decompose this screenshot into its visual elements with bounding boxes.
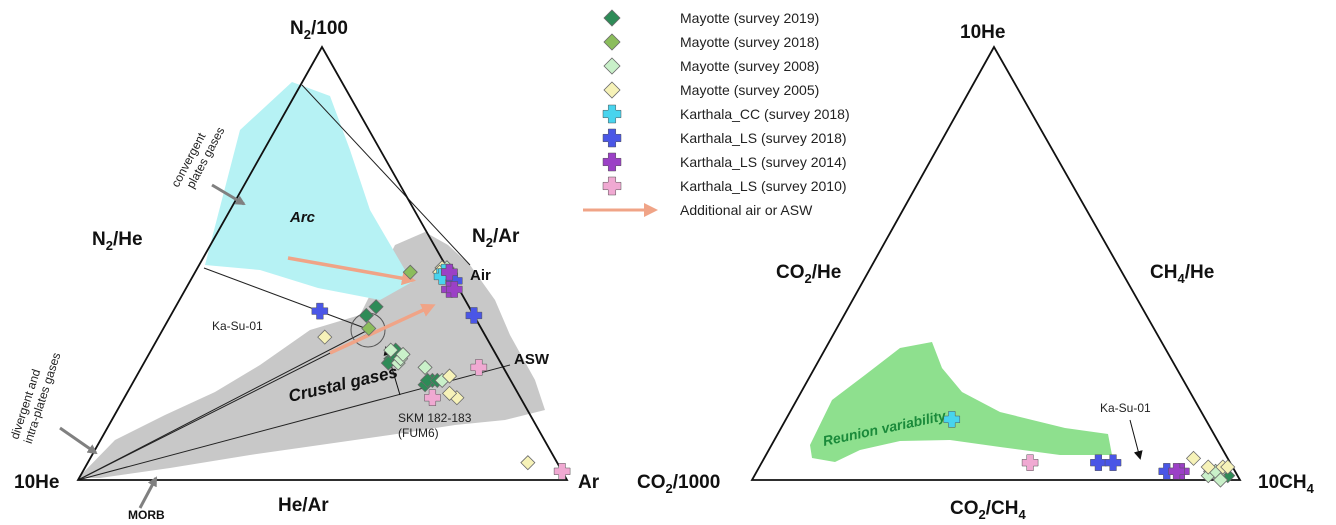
legend-marker-karthala-cc-survey-2018: [602, 104, 622, 124]
edge-label-right: N2/Ar: [472, 226, 520, 250]
legend-label: Mayotte (survey 2005): [680, 82, 819, 98]
legend-item-mayotte-survey-2019: Mayotte (survey 2019): [603, 9, 819, 27]
left-point-mayotte-survey-2019-8: [358, 307, 374, 324]
convergent-label: convergent plates gases: [168, 118, 227, 196]
vertex-label-top: N2/100: [290, 18, 348, 42]
left-point-karthala-ls-survey-2010-3: [553, 463, 571, 480]
legend-marker-mayotte-survey-2005: [603, 81, 621, 99]
legend-item-karthala-cc-survey-2018: Karthala_CC (survey 2018): [602, 104, 850, 124]
left-point-mayotte-survey-2019-9: [368, 299, 384, 315]
left-point-karthala-ls-survey-2018-4: [465, 307, 483, 324]
left-point-karthala-ls-survey-2010-1: [470, 359, 488, 376]
ka-su-pointer-arrow: [1129, 419, 1143, 460]
right-point-mayotte-survey-2008-6: [1212, 472, 1229, 488]
air-mixing-arrow-upper: [287, 256, 416, 286]
legend-marker-mayotte-survey-2018: [603, 33, 621, 51]
left-point-mayotte-survey-2008-5: [395, 346, 411, 362]
right-triangle-outline: [750, 45, 1242, 481]
arc-label: Arc: [289, 209, 316, 226]
edge-label-right-right: CH4/He: [1150, 262, 1214, 286]
vertex-label-right: Ar: [578, 472, 600, 493]
legend-marker-karthala-ls-survey-2018: [602, 128, 622, 148]
arc-region: [205, 82, 412, 300]
legend-label: Mayotte (survey 2008): [680, 58, 819, 74]
left-point-karthala-ls-survey-2018-1: [311, 302, 329, 320]
crustal-gases-region: [78, 232, 545, 478]
air-label: Air: [470, 267, 491, 284]
right-point-karthala-ls-survey-2014-2: [1168, 463, 1185, 480]
legend-item-additional-air-or-asw: Additional air or ASW: [583, 202, 813, 218]
legend-label: Karthala_CC (survey 2018): [680, 106, 850, 122]
legend-label: Karthala_LS (survey 2014): [680, 154, 847, 170]
legend-item-karthala-ls-survey-2010: Karthala_LS (survey 2010): [602, 176, 847, 196]
legend-item-mayotte-survey-2005: Mayotte (survey 2005): [603, 81, 819, 99]
vertex-label-left: 10He: [14, 472, 59, 493]
right-point-mayotte-survey-2005-1: [1185, 450, 1202, 466]
edge-label-bottom: He/Ar: [278, 495, 329, 516]
left-point-mayotte-survey-2008-2: [417, 359, 433, 375]
divergent-pointer-arrow: [59, 426, 98, 455]
arc-boundary-line: [301, 84, 471, 266]
left-point-mayotte-survey-2005-4: [441, 368, 458, 384]
legend-item-mayotte-survey-2018: Mayotte (survey 2018): [603, 33, 819, 51]
legend-item-karthala-ls-survey-2014: Karthala_LS (survey 2014): [602, 152, 847, 172]
left-point-mayotte-survey-2018-1: [361, 320, 377, 337]
edge-label-left-right: CO2/He: [776, 262, 841, 286]
reunion-variability-region: [810, 342, 1112, 462]
ka-su-label-left: Ka-Su-01: [212, 319, 263, 333]
legend-marker-karthala-ls-survey-2014: [602, 152, 622, 172]
left-point-mayotte-survey-2008-6: [383, 342, 399, 358]
legend: Mayotte (survey 2019) Mayotte (survey 201…: [583, 9, 850, 218]
asw-label: ASW: [514, 351, 550, 368]
legend-marker-karthala-ls-survey-2010: [602, 176, 622, 196]
vertex-label-left-right: CO2/1000: [637, 472, 720, 496]
convergent-pointer-arrow: [211, 183, 246, 206]
vertex-label-right-right: 10CH4: [1258, 472, 1315, 496]
left-point-mayotte-survey-2018-2: [402, 264, 418, 280]
legend-marker-mayotte-survey-2019: [603, 9, 621, 27]
morb-label: MORB: [128, 508, 165, 522]
right-point-karthala-ls-survey-2018-1: [1090, 454, 1107, 471]
legend-marker-mayotte-survey-2008: [603, 57, 621, 75]
arc-lower-boundary-line: [203, 267, 371, 331]
skm-label: SKM 182-183 (FUM6): [398, 411, 475, 440]
mixing-line-lower: [77, 334, 367, 481]
divergent-label: divergent and intra-plates gases: [8, 347, 64, 446]
right-point-karthala-ls-survey-2018-2: [1104, 454, 1122, 471]
right-data-points: [943, 411, 1236, 488]
left-data-points: [311, 260, 571, 480]
legend-label: Additional air or ASW: [680, 202, 813, 218]
right-point-karthala-ls-survey-2010-1: [1021, 454, 1039, 471]
n2-he-ar-ternary-chart: N2/100 10He Ar N2/He N2/Ar He/Ar Air ASW…: [8, 18, 600, 522]
legend-label: Karthala_LS (survey 2010): [680, 178, 847, 194]
legend-item-karthala-ls-survey-2018: Karthala_LS (survey 2018): [602, 128, 847, 148]
left-point-karthala-ls-survey-2010-2: [424, 389, 441, 406]
edge-label-bottom-right: CO2/CH4: [950, 498, 1026, 522]
left-point-mayotte-survey-2005-3: [441, 385, 458, 401]
vertex-label-top-right: 10He: [960, 22, 1005, 43]
legend-label: Karthala_LS (survey 2018): [680, 130, 847, 146]
left-point-karthala-ls-survey-2014-3: [446, 281, 463, 298]
right-point-mayotte-survey-2005-3: [1220, 459, 1236, 475]
legend-label: Mayotte (survey 2018): [680, 34, 819, 50]
edge-label-left: N2/He: [92, 229, 143, 253]
right-point-karthala-cc-survey-2018-1: [943, 411, 961, 428]
mixing-line-upper: [77, 329, 369, 481]
right-point-mayotte-survey-2005-4: [1200, 459, 1216, 475]
legend-item-mayotte-survey-2008: Mayotte (survey 2008): [603, 57, 819, 75]
morb-pointer-arrow: [138, 476, 158, 509]
left-point-karthala-ls-survey-2014-1: [441, 263, 458, 281]
legend-label: Mayotte (survey 2019): [680, 10, 819, 26]
air-mixing-arrow-lower: [329, 303, 436, 355]
ka-su-label-right: Ka-Su-01: [1100, 401, 1151, 415]
left-point-mayotte-survey-2005-5: [317, 329, 333, 345]
left-point-mayotte-survey-2005-1: [520, 455, 536, 471]
